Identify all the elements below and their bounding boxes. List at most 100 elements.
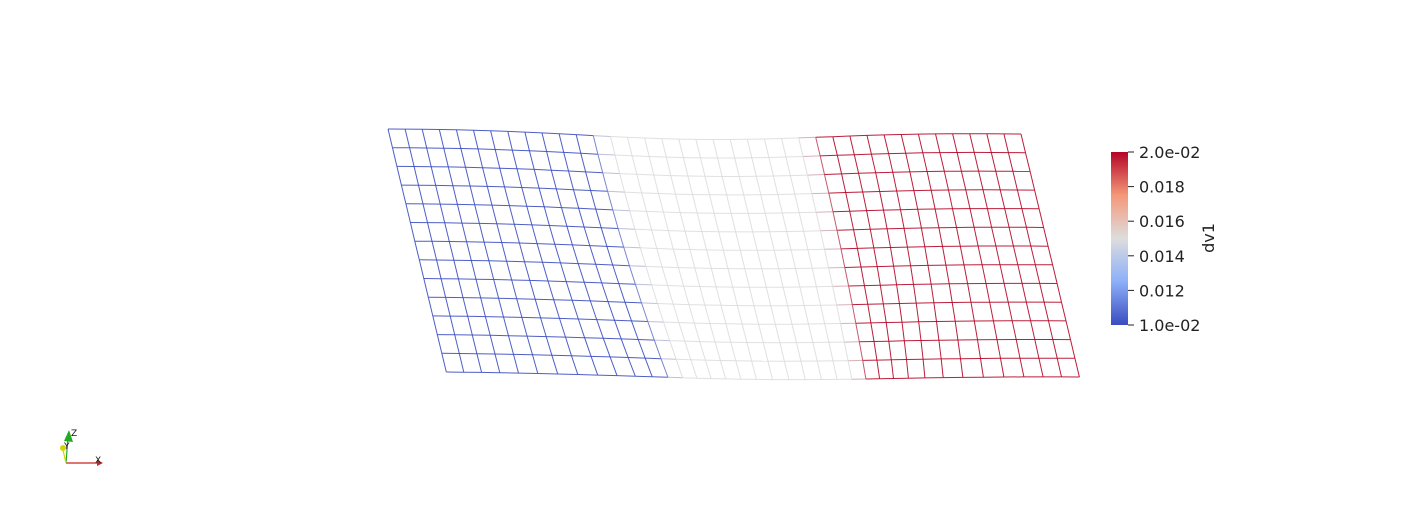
deformed-mesh-wireframe xyxy=(387,128,1080,381)
mesh-column-edge xyxy=(1004,208,1010,228)
mesh-column-edge xyxy=(439,203,446,223)
mesh-row-edge xyxy=(578,318,597,321)
mesh-column-edge xyxy=(693,322,701,342)
mesh-column-edge xyxy=(727,268,734,288)
mesh-column-edge xyxy=(511,149,518,169)
mesh-column-edge xyxy=(596,319,604,339)
mesh-row-edge xyxy=(619,173,637,175)
mesh-row-edge xyxy=(610,136,628,138)
mesh-column-edge xyxy=(524,261,531,281)
mesh-column-edge xyxy=(1000,358,1005,378)
mesh-column-edge xyxy=(934,208,940,228)
mesh-column-edge xyxy=(423,278,429,298)
mesh-column-edge xyxy=(807,174,813,194)
mesh-column-edge xyxy=(454,334,460,354)
mesh-column-edge xyxy=(816,360,822,380)
mesh-column-edge xyxy=(541,132,548,152)
mesh-column-edge xyxy=(930,284,935,303)
mesh-column-edge xyxy=(678,138,684,158)
mesh-column-edge xyxy=(900,134,907,154)
mesh-column-edge xyxy=(730,342,737,361)
mesh-column-edge xyxy=(862,191,868,211)
mesh-column-edge xyxy=(725,323,732,343)
mesh-column-edge xyxy=(844,267,850,287)
mesh-row-edge xyxy=(849,210,867,212)
mesh-column-edge xyxy=(627,137,633,156)
mesh-column-edge xyxy=(973,152,980,172)
mesh-column-edge xyxy=(715,286,722,306)
mesh-row-edge xyxy=(663,211,681,214)
mesh-column-edge xyxy=(903,228,908,248)
mesh-column-edge xyxy=(1025,227,1032,247)
mesh-row-edge xyxy=(556,188,574,191)
mesh-row-edge xyxy=(824,173,842,175)
mesh-column-edge xyxy=(653,174,659,194)
mesh-column-edge xyxy=(832,286,838,306)
mesh-row-edge xyxy=(845,191,863,193)
mesh-column-edge xyxy=(631,320,639,340)
mesh-column-edge xyxy=(890,359,894,379)
mesh-row-edge xyxy=(870,228,888,230)
mesh-column-edge xyxy=(896,190,901,210)
mesh-column-edge xyxy=(667,285,674,305)
mesh-row-edge xyxy=(516,168,535,170)
mesh-row-edge xyxy=(551,169,569,172)
mesh-column-edge xyxy=(824,323,830,343)
mesh-row-edge xyxy=(790,174,808,177)
mesh-column-edge xyxy=(762,342,769,362)
mesh-column-edge xyxy=(504,186,510,206)
mesh-column-edge xyxy=(547,280,555,300)
mesh-column-edge xyxy=(646,211,653,231)
mesh-column-edge xyxy=(405,203,411,223)
mesh-row-edge xyxy=(858,172,876,174)
color-legend: 2.0e-02 0.018 0.016 0.014 0.012 1.0e-02 dv1 xyxy=(1111,143,1218,335)
mesh-column-edge xyxy=(590,356,599,376)
mesh-column-edge xyxy=(763,138,770,158)
mesh-column-edge xyxy=(800,360,806,380)
mesh-column-edge xyxy=(637,339,646,359)
mesh-row-edge xyxy=(654,339,670,342)
mesh-column-edge xyxy=(614,154,621,174)
mesh-column-edge xyxy=(969,208,975,228)
mesh-row-edge xyxy=(660,358,677,360)
mesh-column-edge xyxy=(883,210,888,229)
mesh-row-edge xyxy=(585,171,603,174)
mesh-column-edge xyxy=(779,342,785,362)
mesh-row-edge xyxy=(546,151,564,153)
mesh-row-edge xyxy=(542,261,561,264)
mesh-row-edge xyxy=(537,373,558,375)
mesh-row-edge xyxy=(669,340,685,342)
mesh-column-edge xyxy=(665,156,672,176)
mesh-column-edge xyxy=(1025,152,1031,172)
mesh-column-edge xyxy=(601,282,609,302)
mesh-row-edge xyxy=(576,134,594,137)
mesh-column-edge xyxy=(849,211,855,230)
mesh-column-edge xyxy=(462,297,469,317)
mesh-row-edge xyxy=(532,354,552,356)
mesh-column-edge xyxy=(905,153,911,173)
mesh-row-edge xyxy=(473,129,491,132)
mesh-column-edge xyxy=(583,226,591,246)
mesh-column-edge xyxy=(1065,320,1071,340)
mesh-column-edge xyxy=(508,205,515,225)
mesh-column-edge xyxy=(1034,189,1040,209)
mesh-column-edge xyxy=(922,152,928,172)
mesh-column-edge xyxy=(751,157,757,177)
mesh-row-edge xyxy=(565,336,585,339)
mesh-column-edge xyxy=(892,172,898,192)
mesh-column-edge xyxy=(694,267,701,287)
color-bar-tick-label: 0.016 xyxy=(1139,212,1185,231)
mesh-column-edge xyxy=(747,213,754,233)
mesh-row-edge xyxy=(663,321,679,324)
mesh-column-edge xyxy=(682,157,689,177)
mesh-column-edge xyxy=(526,335,533,355)
mesh-column-edge xyxy=(735,231,741,251)
mesh-column-edge xyxy=(869,229,875,248)
mesh-column-edge xyxy=(679,212,686,232)
mesh-column-edge xyxy=(879,285,884,304)
mesh-column-edge xyxy=(689,249,696,269)
mesh-column-edge xyxy=(540,317,547,337)
mesh-row-edge xyxy=(616,375,636,377)
mesh-row-edge xyxy=(647,321,664,323)
